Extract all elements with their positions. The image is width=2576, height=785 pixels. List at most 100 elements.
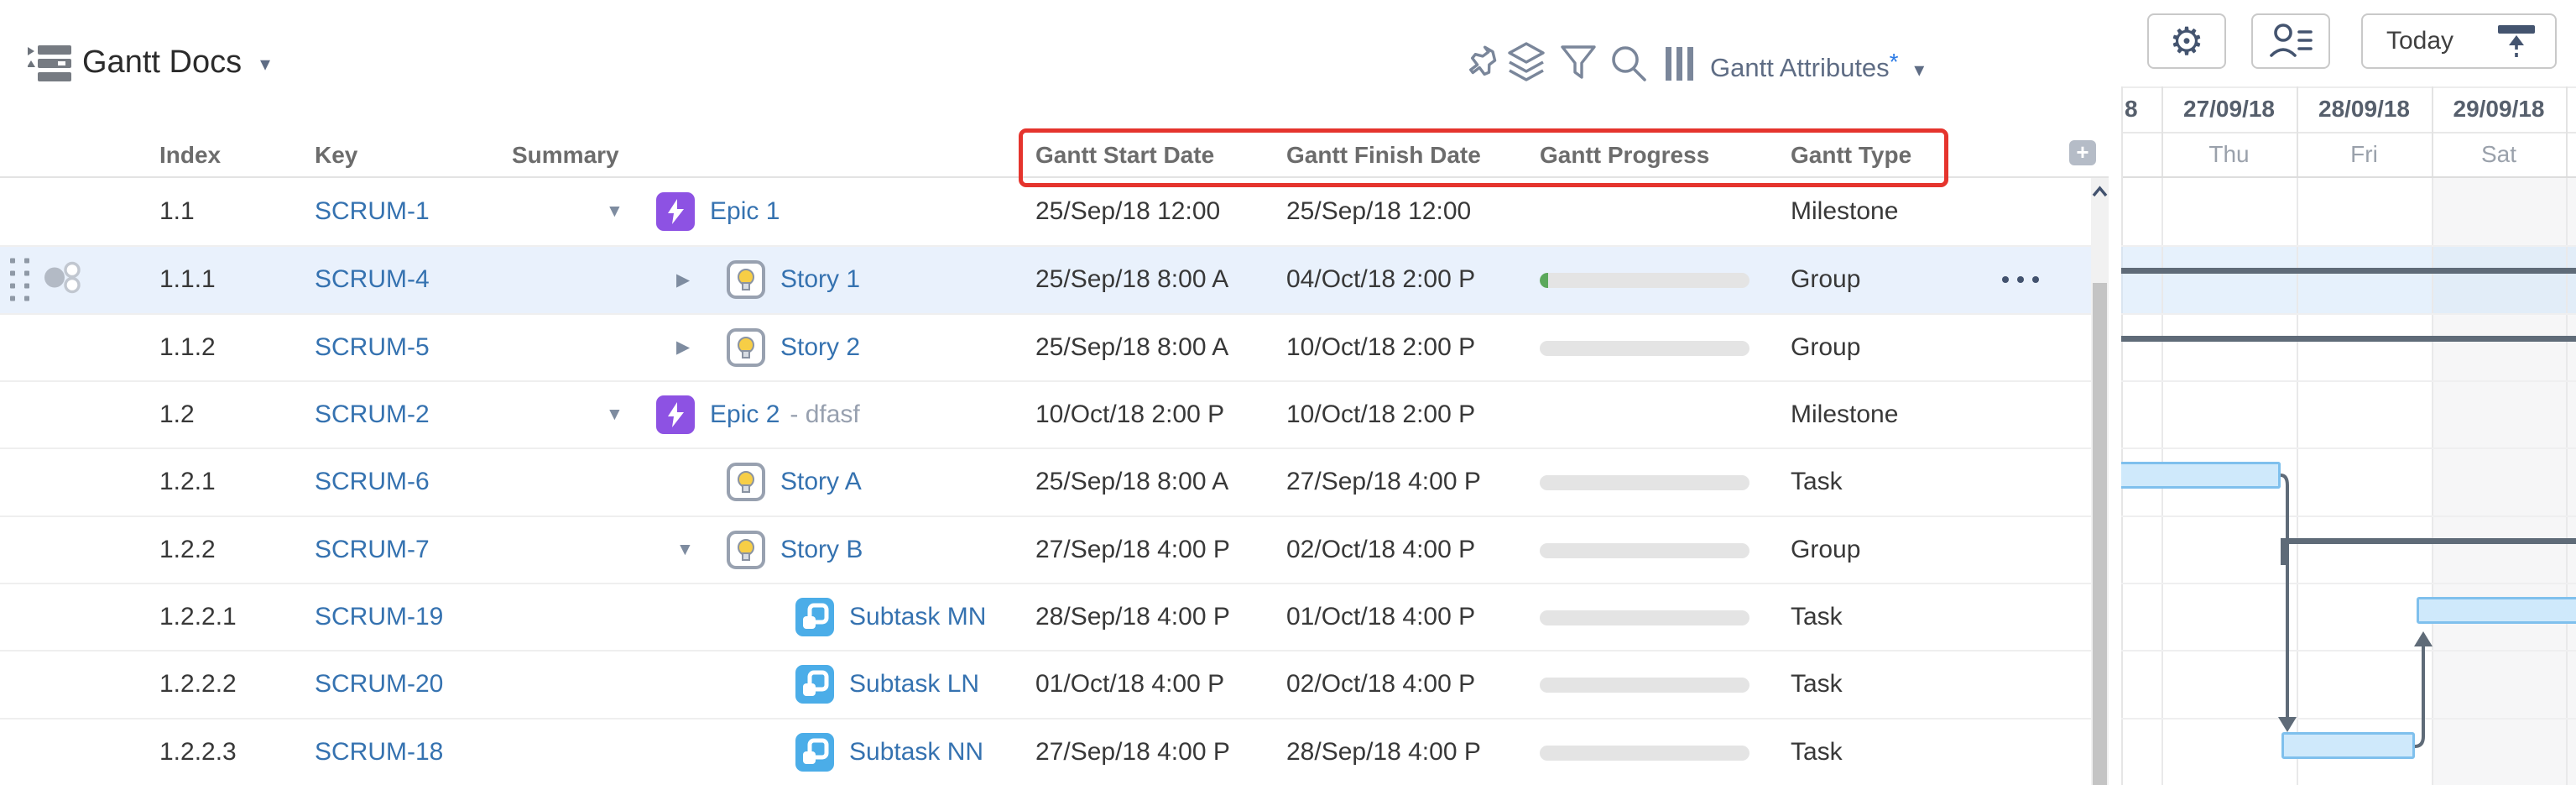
issue-key-link[interactable]: SCRUM-4: [315, 265, 430, 294]
pin-icon[interactable]: [1462, 42, 1504, 84]
issue-summary-link[interactable]: Subtask MN: [849, 603, 987, 631]
gantt-finish-date: 01/Oct/18 4:00 P: [1286, 584, 1514, 651]
row-index: 1.1.1: [159, 265, 216, 294]
table-row[interactable]: 1.1.2 SCRUM-5 ▶ Story 2 25/Sep/18 8:00 A 10/O…: [0, 312, 2109, 380]
chart-grid-row: [2121, 582, 2576, 584]
table-header-border: [0, 176, 2109, 178]
gantt-task-bar[interactable]: [2281, 731, 2415, 759]
issue-type-story-icon: [727, 327, 765, 367]
today-button[interactable]: Today: [2361, 13, 2479, 69]
expand-collapse-caret-icon[interactable]: ▼: [606, 201, 623, 222]
chart-grid-col: [2432, 178, 2433, 785]
group-bar-start-cap: [2281, 537, 2287, 565]
row-index: 1.2.2.3: [159, 737, 237, 766]
columns-icon[interactable]: [1666, 47, 1696, 81]
filter-icon[interactable]: [1559, 44, 1598, 84]
issue-summary-link[interactable]: Epic 2- dfasf: [710, 400, 860, 429]
issue-summary-link[interactable]: Story A: [780, 468, 862, 496]
gantt-type: Group: [1791, 332, 1861, 361]
issue-key-link[interactable]: SCRUM-1: [315, 197, 430, 226]
expand-collapse-caret-icon[interactable]: ▼: [676, 539, 694, 559]
issue-summary-link[interactable]: Subtask NN: [849, 737, 984, 766]
table-row[interactable]: 1.2 SCRUM-2 ▼ Epic 2- dfasf 10/Oct/18 2:00 P…: [0, 379, 2109, 448]
column-header-type[interactable]: Gantt Type: [1791, 142, 1912, 168]
chart-header-col-border: [2297, 86, 2298, 176]
timeline-dow: Thu: [2208, 141, 2250, 167]
issue-summary-link[interactable]: Story 1: [780, 265, 861, 294]
column-header-progress[interactable]: Gantt Progress: [1540, 142, 1710, 168]
table-row[interactable]: 1.2.2.1 SCRUM-19 Subtask MN 28/Sep/18 4:00 …: [0, 582, 2109, 651]
gantt-type: Task: [1791, 603, 1843, 631]
search-icon[interactable]: [1608, 42, 1650, 84]
issue-key-link[interactable]: SCRUM-18: [315, 737, 444, 766]
add-column-button[interactable]: +: [2069, 140, 2096, 165]
issue-summary-link[interactable]: Story B: [780, 535, 863, 563]
timeline-date[interactable]: 28/09/18: [2318, 96, 2410, 122]
gantt-type: Group: [1791, 535, 1861, 563]
issue-summary-link[interactable]: Epic 1: [710, 197, 780, 226]
vertical-scrollbar[interactable]: [2091, 178, 2109, 785]
expand-expand-caret-icon[interactable]: ▶: [676, 338, 691, 358]
table-row[interactable]: 1.2.2.2 SCRUM-20 Subtask LN 01/Oct/18 4:00 …: [0, 650, 2109, 718]
row-index: 1.2.2.1: [159, 603, 237, 631]
chart-left-border: [2121, 86, 2123, 785]
expand-expand-caret-icon[interactable]: ▶: [676, 270, 691, 290]
table-row[interactable]: 1.1 SCRUM-1 ▼ Epic 1 25/Sep/18 12:00 25/Sep/1…: [0, 178, 2109, 246]
column-header-start[interactable]: Gantt Start Date: [1035, 142, 1215, 168]
chart-grid-row: [2121, 312, 2576, 315]
issue-key-link[interactable]: SCRUM-5: [315, 332, 430, 361]
table-row[interactable]: 1.2.1 SCRUM-6 Story A 25/Sep/18 8:00 A 27/Se…: [0, 447, 2109, 515]
summary-suffix: - dfasf: [790, 400, 860, 429]
title-dropdown-caret[interactable]: ▾: [260, 53, 271, 76]
timeline-dow: Sat: [2480, 141, 2517, 167]
gantt-group-bar[interactable]: [2281, 537, 2576, 544]
column-header-key[interactable]: Key: [315, 142, 358, 168]
resources-button[interactable]: [2251, 13, 2330, 69]
column-header-finish[interactable]: Gantt Finish Date: [1286, 142, 1481, 168]
issue-type-subtask-icon: [795, 732, 834, 772]
row-index: 1.1: [159, 197, 195, 226]
row-index: 1.2: [159, 400, 195, 429]
scrollbar-thumb[interactable]: [2093, 283, 2107, 785]
chart-header-top: [2121, 86, 2576, 88]
issue-key-link[interactable]: SCRUM-6: [315, 468, 430, 496]
table-row[interactable]: 1.2.2.3 SCRUM-18 Subtask NN 27/Sep/18 4:00 …: [0, 717, 2109, 785]
table-row[interactable]: 1.2.2 SCRUM-7 ▼ Story B 27/Sep/18 4:00 P 02/O…: [0, 515, 2109, 583]
gantt-finish-date: 27/Sep/18 4:00 P: [1286, 449, 1514, 515]
gantt-task-bar[interactable]: [2417, 596, 2576, 624]
drag-handle-icon[interactable]: [10, 258, 29, 301]
gantt-group-bar[interactable]: [2121, 268, 2576, 275]
timeline-date[interactable]: 29/09/18: [2453, 96, 2545, 122]
chart-header-col-border: [2432, 86, 2433, 176]
gantt-progress-bar: [1540, 273, 1749, 289]
layers-icon[interactable]: [1507, 40, 1546, 86]
gantt-start-date: 28/Sep/18 4:00 P: [1035, 584, 1263, 651]
gantt-task-bar[interactable]: [2121, 462, 2281, 489]
gantt-finish-date: 28/Sep/18 4:00 P: [1286, 719, 1514, 785]
chart-grid-row: [2121, 650, 2576, 652]
column-header-summary[interactable]: Summary: [512, 142, 619, 168]
table-row[interactable]: 1.1.1 SCRUM-4 ▶ Story 1 25/Sep/18 8:00 A 04/O…: [0, 245, 2109, 313]
gantt-group-bar[interactable]: [2121, 335, 2576, 342]
gantt-attributes-dropdown[interactable]: Gantt Attributes* ▾: [1710, 49, 1925, 82]
expand-collapse-caret-icon[interactable]: ▼: [606, 405, 623, 425]
gantt-type: Milestone: [1791, 400, 1899, 429]
column-header-index[interactable]: Index: [159, 142, 222, 168]
gantt-type: Group: [1791, 265, 1861, 294]
gantt-finish-date: 02/Oct/18 4:00 P: [1286, 516, 1514, 583]
issue-summary-link[interactable]: Subtask LN: [849, 670, 980, 699]
row-menu-button[interactable]: [2002, 276, 2039, 284]
issue-key-link[interactable]: SCRUM-2: [315, 400, 430, 429]
gear-icon: ⚙: [2169, 19, 2204, 63]
issue-key-link[interactable]: SCRUM-20: [315, 670, 444, 699]
issue-key-link[interactable]: SCRUM-19: [315, 603, 444, 631]
scroll-to-top-button[interactable]: [2477, 13, 2557, 69]
gantt-start-date: 01/Oct/18 4:00 P: [1035, 652, 1263, 718]
settings-button[interactable]: ⚙: [2147, 13, 2226, 69]
issue-key-link[interactable]: SCRUM-7: [315, 535, 430, 563]
issue-type-story-icon: [727, 530, 765, 569]
issue-summary-link[interactable]: Story 2: [780, 332, 861, 361]
gantt-type: Task: [1791, 468, 1843, 496]
gantt-finish-date: 10/Oct/18 2:00 P: [1286, 381, 1514, 448]
timeline-date[interactable]: 27/09/18: [2183, 96, 2275, 122]
